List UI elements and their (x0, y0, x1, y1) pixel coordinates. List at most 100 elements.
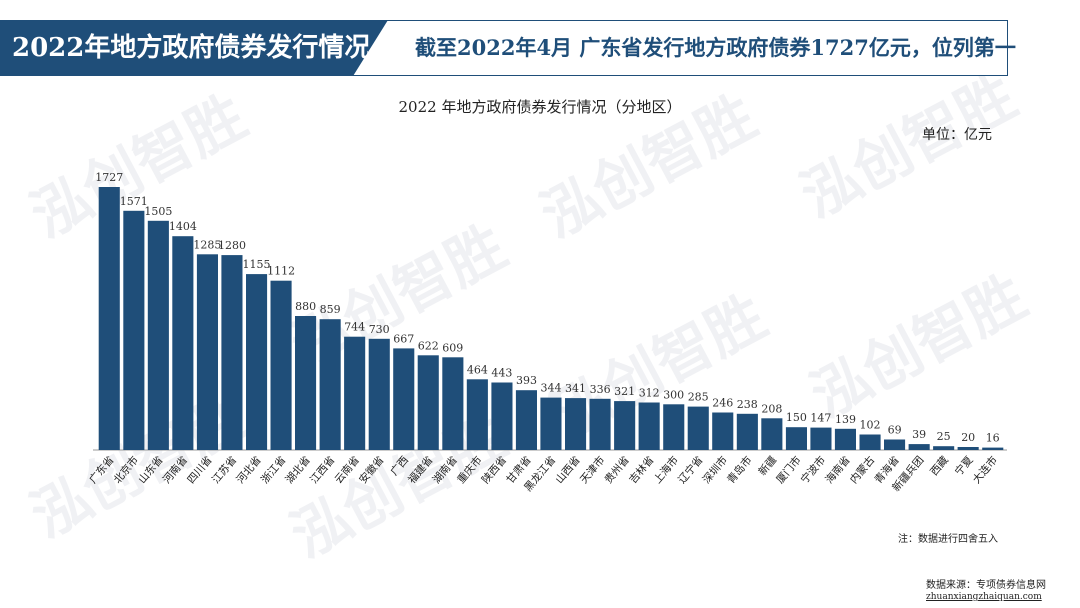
data-label: 744 (344, 321, 365, 334)
page-title: 2022年地方政府债券发行情况 (12, 33, 371, 63)
bar-大连市 (982, 447, 1004, 450)
data-label: 667 (393, 332, 414, 345)
data-label: 622 (418, 339, 439, 352)
bar-河北省 (246, 274, 268, 450)
bar-云南省 (344, 336, 366, 450)
bar-宁波市 (810, 427, 832, 450)
data-label: 139 (835, 413, 856, 426)
bar-深圳市 (712, 412, 734, 450)
bar-黑龙江省 (540, 397, 562, 450)
bar-甘肃省 (515, 390, 537, 450)
x-tick-label: 湖北省 (283, 454, 313, 486)
bar-安徽省 (368, 338, 390, 450)
data-label: 1155 (243, 258, 271, 271)
x-tick-label: 西藏 (928, 454, 951, 478)
note: 注：数据进行四舍五入 (898, 534, 998, 545)
x-tick-label: 福建省 (405, 454, 435, 486)
bar-山东省 (147, 220, 169, 450)
header-title-bg (0, 20, 388, 76)
bar-福建省 (417, 355, 439, 450)
x-tick-label: 海南省 (823, 454, 853, 486)
data-label: 102 (860, 419, 881, 432)
bar-广西 (393, 348, 415, 450)
data-label: 312 (639, 387, 660, 400)
x-tick-label: 深圳市 (700, 454, 730, 486)
bar-青岛市 (736, 413, 758, 450)
bar-重庆市 (466, 379, 488, 450)
data-label: 321 (614, 385, 635, 398)
bar-海南省 (834, 428, 856, 450)
data-label: 1280 (218, 239, 246, 252)
source: 数据来源：专项债券信息网 (926, 580, 1046, 591)
data-label: 1727 (95, 171, 123, 184)
x-tick-label: 天津市 (577, 454, 607, 486)
data-label: 609 (442, 341, 463, 354)
bar-青海省 (884, 439, 906, 450)
x-tick-label: 内蒙古 (847, 454, 877, 486)
x-tick-label: 重庆市 (454, 454, 484, 486)
bar-吉林省 (638, 402, 660, 450)
x-tick-label: 广西 (388, 454, 411, 478)
chart-title: 2022 年地方政府债券发行情况（分地区） (398, 98, 682, 116)
bar-辽宁省 (687, 406, 709, 450)
data-label: 344 (541, 382, 562, 395)
source-url[interactable]: zhuanxiangzhaiquan.com (926, 592, 1042, 602)
x-tick-label: 辽宁省 (675, 454, 705, 486)
data-label: 880 (295, 300, 316, 313)
x-tick-label: 吉林省 (626, 454, 656, 486)
data-label: 341 (565, 382, 586, 395)
bar-陕西省 (491, 382, 513, 450)
data-label: 39 (912, 428, 926, 441)
bar-四川省 (196, 254, 218, 450)
x-tick-label: 山西省 (553, 454, 583, 486)
data-label: 238 (737, 398, 758, 411)
x-tick-label: 北京市 (111, 454, 141, 486)
x-tick-label: 青岛市 (724, 454, 754, 486)
bar-天津市 (589, 398, 611, 450)
x-tick-label: 浙江省 (258, 454, 288, 486)
data-label: 393 (516, 374, 537, 387)
data-label: 16 (986, 432, 1000, 445)
x-tick-label: 四川省 (184, 454, 214, 486)
bar-新疆 (761, 418, 783, 450)
data-label: 150 (786, 411, 807, 424)
x-tick-label: 大连市 (970, 454, 1000, 486)
bar-新疆兵团 (908, 444, 930, 450)
x-tick-label: 山东省 (135, 454, 165, 486)
data-label: 1505 (144, 205, 172, 218)
data-label: 1404 (169, 220, 197, 233)
x-tick-label: 湖南省 (430, 454, 460, 486)
data-label: 336 (590, 383, 611, 396)
data-label: 300 (663, 388, 684, 401)
data-label: 443 (491, 367, 512, 380)
data-label: 208 (761, 402, 782, 415)
data-label: 285 (688, 391, 709, 404)
bar-西藏 (933, 446, 955, 450)
bar-河南省 (172, 236, 194, 450)
x-tick-label: 安徽省 (356, 454, 386, 486)
bar-内蒙古 (859, 434, 881, 450)
bar-广东省 (98, 187, 120, 450)
bar-湖南省 (442, 357, 464, 450)
data-label: 1112 (267, 265, 295, 278)
data-label: 1571 (120, 195, 148, 208)
bar-湖北省 (295, 316, 317, 450)
unit-label: 单位：亿元 (922, 127, 992, 143)
x-tick-label: 上海市 (651, 454, 681, 486)
x-tick-label: 贵州省 (602, 454, 632, 486)
x-tick-label: 云南省 (332, 454, 362, 486)
bar-山西省 (565, 398, 587, 450)
x-tick-label: 江苏省 (209, 454, 239, 486)
data-label: 464 (467, 363, 488, 376)
bar-厦门市 (785, 427, 807, 450)
x-tick-label: 厦门市 (773, 454, 803, 486)
x-tick-label: 宁波市 (798, 454, 828, 486)
data-label: 20 (961, 431, 975, 444)
data-label: 246 (712, 397, 733, 410)
data-label: 730 (369, 323, 390, 336)
x-tick-label: 新疆 (756, 453, 780, 478)
bar-浙江省 (270, 280, 292, 450)
data-label: 147 (810, 412, 831, 425)
x-tick-label: 宁夏 (952, 453, 976, 478)
